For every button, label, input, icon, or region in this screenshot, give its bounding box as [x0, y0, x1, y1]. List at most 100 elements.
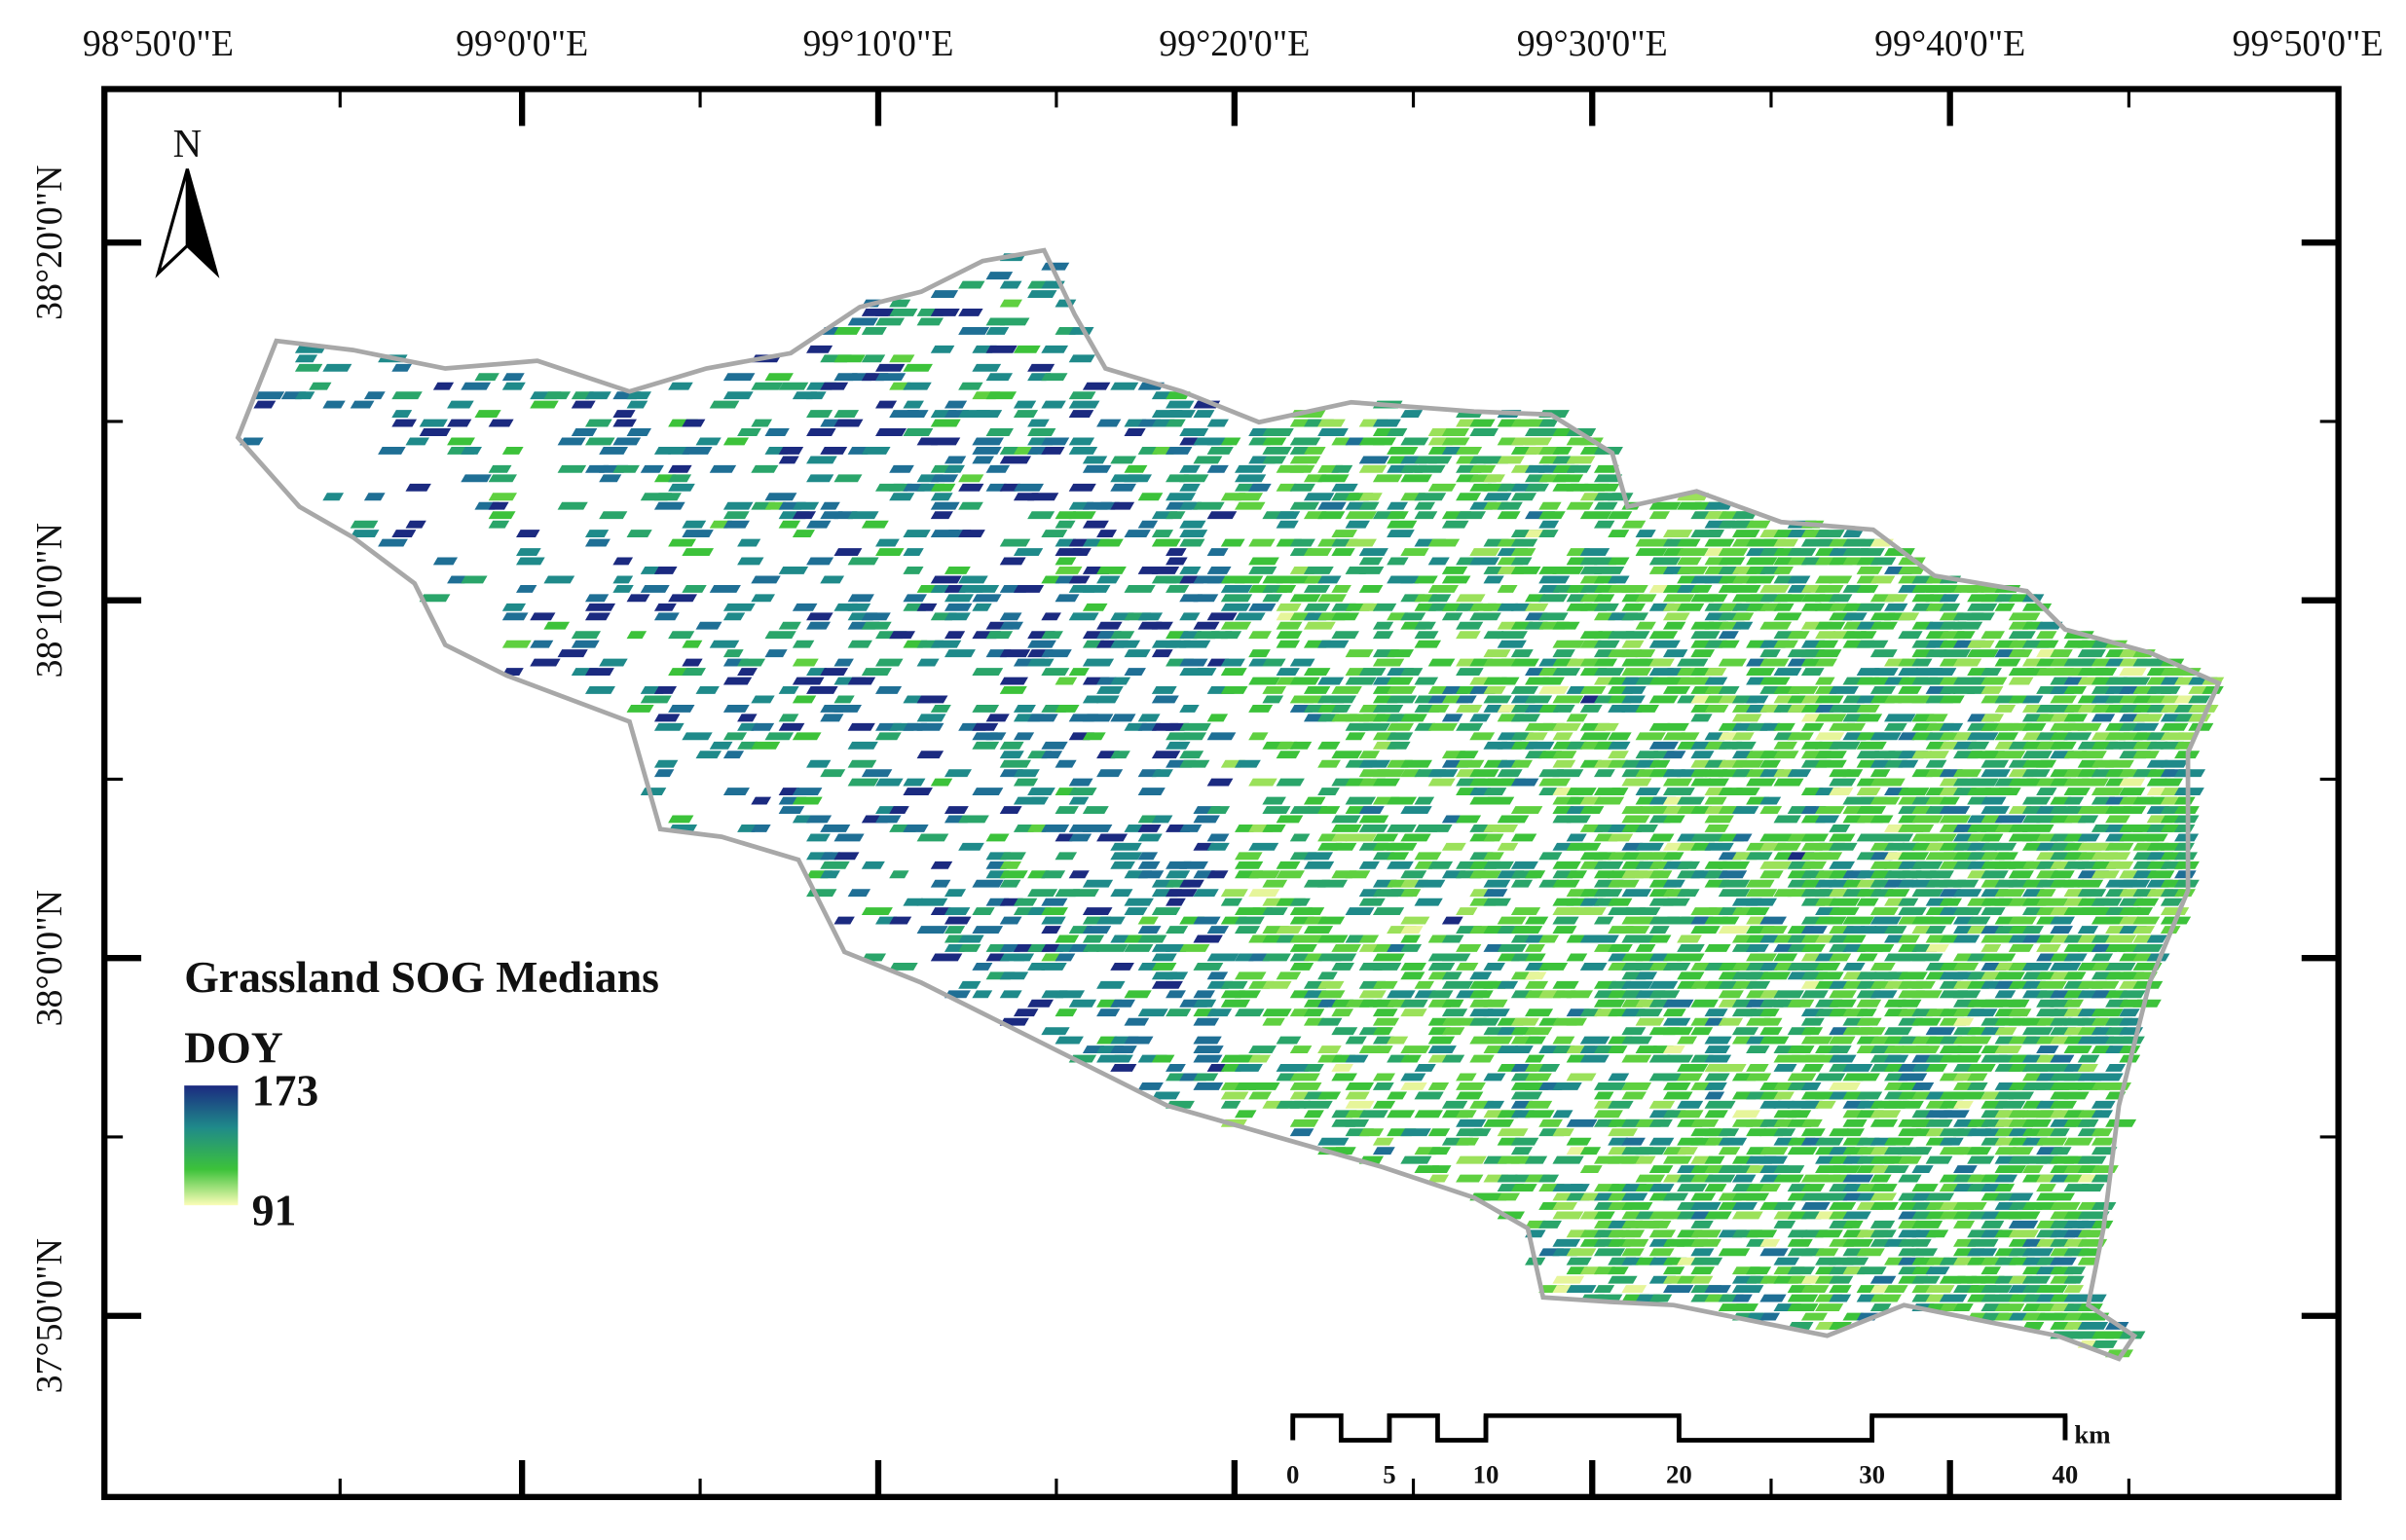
raster-cell	[2119, 778, 2146, 787]
raster-cell	[640, 695, 672, 704]
raster-cell	[557, 464, 587, 473]
raster-cell	[1829, 575, 1853, 584]
raster-cell	[1013, 345, 1041, 353]
raster-cell	[1068, 437, 1095, 446]
raster-cell	[1648, 1229, 1677, 1238]
raster-cell	[930, 419, 961, 427]
raster-cell	[1469, 428, 1499, 436]
raster-cell	[820, 861, 850, 869]
raster-cell	[1635, 621, 1656, 630]
raster-cell	[1677, 658, 1709, 667]
raster-cell	[1124, 649, 1151, 658]
raster-cell	[1441, 520, 1469, 529]
raster-cell	[1096, 686, 1124, 694]
raster-cell	[1510, 1091, 1543, 1100]
raster-cell	[557, 501, 588, 510]
raster-cell	[1621, 815, 1650, 824]
raster-cell	[1787, 1294, 1819, 1302]
raster-cell	[571, 631, 602, 640]
raster-cell	[1317, 474, 1350, 483]
raster-cell	[1041, 1027, 1070, 1036]
raster-cell	[1096, 621, 1123, 630]
raster-cell	[1952, 907, 1982, 916]
raster-cell	[1387, 649, 1415, 658]
raster-cell	[1041, 824, 1070, 832]
raster	[240, 253, 2225, 1358]
raster-cell	[1621, 603, 1647, 611]
raster-cell	[972, 603, 992, 611]
raster-cell	[1220, 668, 1247, 676]
raster-cell	[1593, 483, 1620, 492]
raster-cell	[1137, 1008, 1168, 1017]
raster-cell	[2160, 722, 2189, 731]
raster-cell	[668, 464, 692, 473]
raster-cell	[1759, 649, 1781, 658]
raster-cell	[1276, 584, 1297, 593]
raster-cell	[903, 548, 924, 556]
raster-cell	[958, 575, 988, 584]
raster-cell	[1704, 1036, 1732, 1045]
raster-cell	[1621, 520, 1647, 529]
raster-cell	[2063, 1045, 2092, 1054]
raster-cell	[999, 317, 1030, 326]
raster-cell	[722, 501, 754, 510]
raster-cell	[1593, 796, 1625, 805]
raster-cell	[1759, 972, 1792, 980]
raster-cell	[1110, 640, 1141, 648]
raster-cell	[1179, 567, 1202, 574]
raster-cell	[2021, 751, 2053, 759]
raster-cell	[1303, 926, 1334, 934]
raster-cell	[1718, 631, 1739, 640]
raster-cell	[1593, 889, 1623, 898]
raster-cell	[1235, 990, 1262, 999]
raster-cell	[1815, 584, 1844, 593]
raster-cell	[1829, 861, 1856, 869]
raster-cell	[1193, 1082, 1224, 1090]
raster-cell	[778, 382, 809, 390]
raster-cell	[2105, 861, 2134, 869]
raster-cell	[1483, 796, 1515, 805]
raster-cell	[1179, 658, 1208, 667]
raster-cell	[1358, 722, 1390, 731]
raster-cell	[944, 612, 971, 621]
raster-cell	[1068, 511, 1096, 520]
raster-cell	[861, 520, 889, 529]
raster-cell	[1662, 1082, 1691, 1090]
raster-cell	[1013, 548, 1044, 556]
raster-cell	[682, 530, 714, 538]
raster-cell	[1800, 990, 1829, 999]
raster-cell	[1552, 649, 1575, 658]
raster-cell	[2021, 695, 2044, 704]
raster-cell	[1166, 1008, 1192, 1017]
raster-cell	[1635, 788, 1661, 796]
raster-cell	[1829, 898, 1861, 906]
raster-cell	[1980, 677, 2008, 685]
raster-cell	[1206, 714, 1229, 722]
raster-cell	[584, 686, 615, 694]
raster-cell	[1704, 530, 1725, 538]
raster-cell	[1538, 530, 1559, 538]
raster-cell	[916, 714, 946, 722]
raster-cell	[1510, 714, 1541, 722]
raster-cell	[722, 373, 756, 382]
raster-cell	[1773, 668, 1802, 676]
raster-cell	[999, 852, 1026, 861]
raster-cell	[1427, 1045, 1457, 1054]
raster-cell	[653, 493, 682, 501]
raster-cell	[1677, 1064, 1709, 1072]
raster-cell	[1718, 870, 1748, 879]
raster-cell	[1925, 870, 1954, 879]
raster-cell	[972, 437, 1004, 446]
raster-cell	[1055, 557, 1077, 566]
raster-cell	[1193, 1017, 1220, 1026]
raster-cell	[1552, 916, 1579, 925]
raster-cell	[1427, 594, 1452, 603]
raster-cell	[1952, 631, 1976, 640]
raster-cell	[322, 493, 345, 501]
raster-cell	[1967, 732, 1999, 741]
raster-cell	[1552, 695, 1584, 704]
raster-cell	[1193, 962, 1224, 971]
raster-cell	[1773, 741, 1797, 750]
raster-cell	[1206, 953, 1240, 962]
